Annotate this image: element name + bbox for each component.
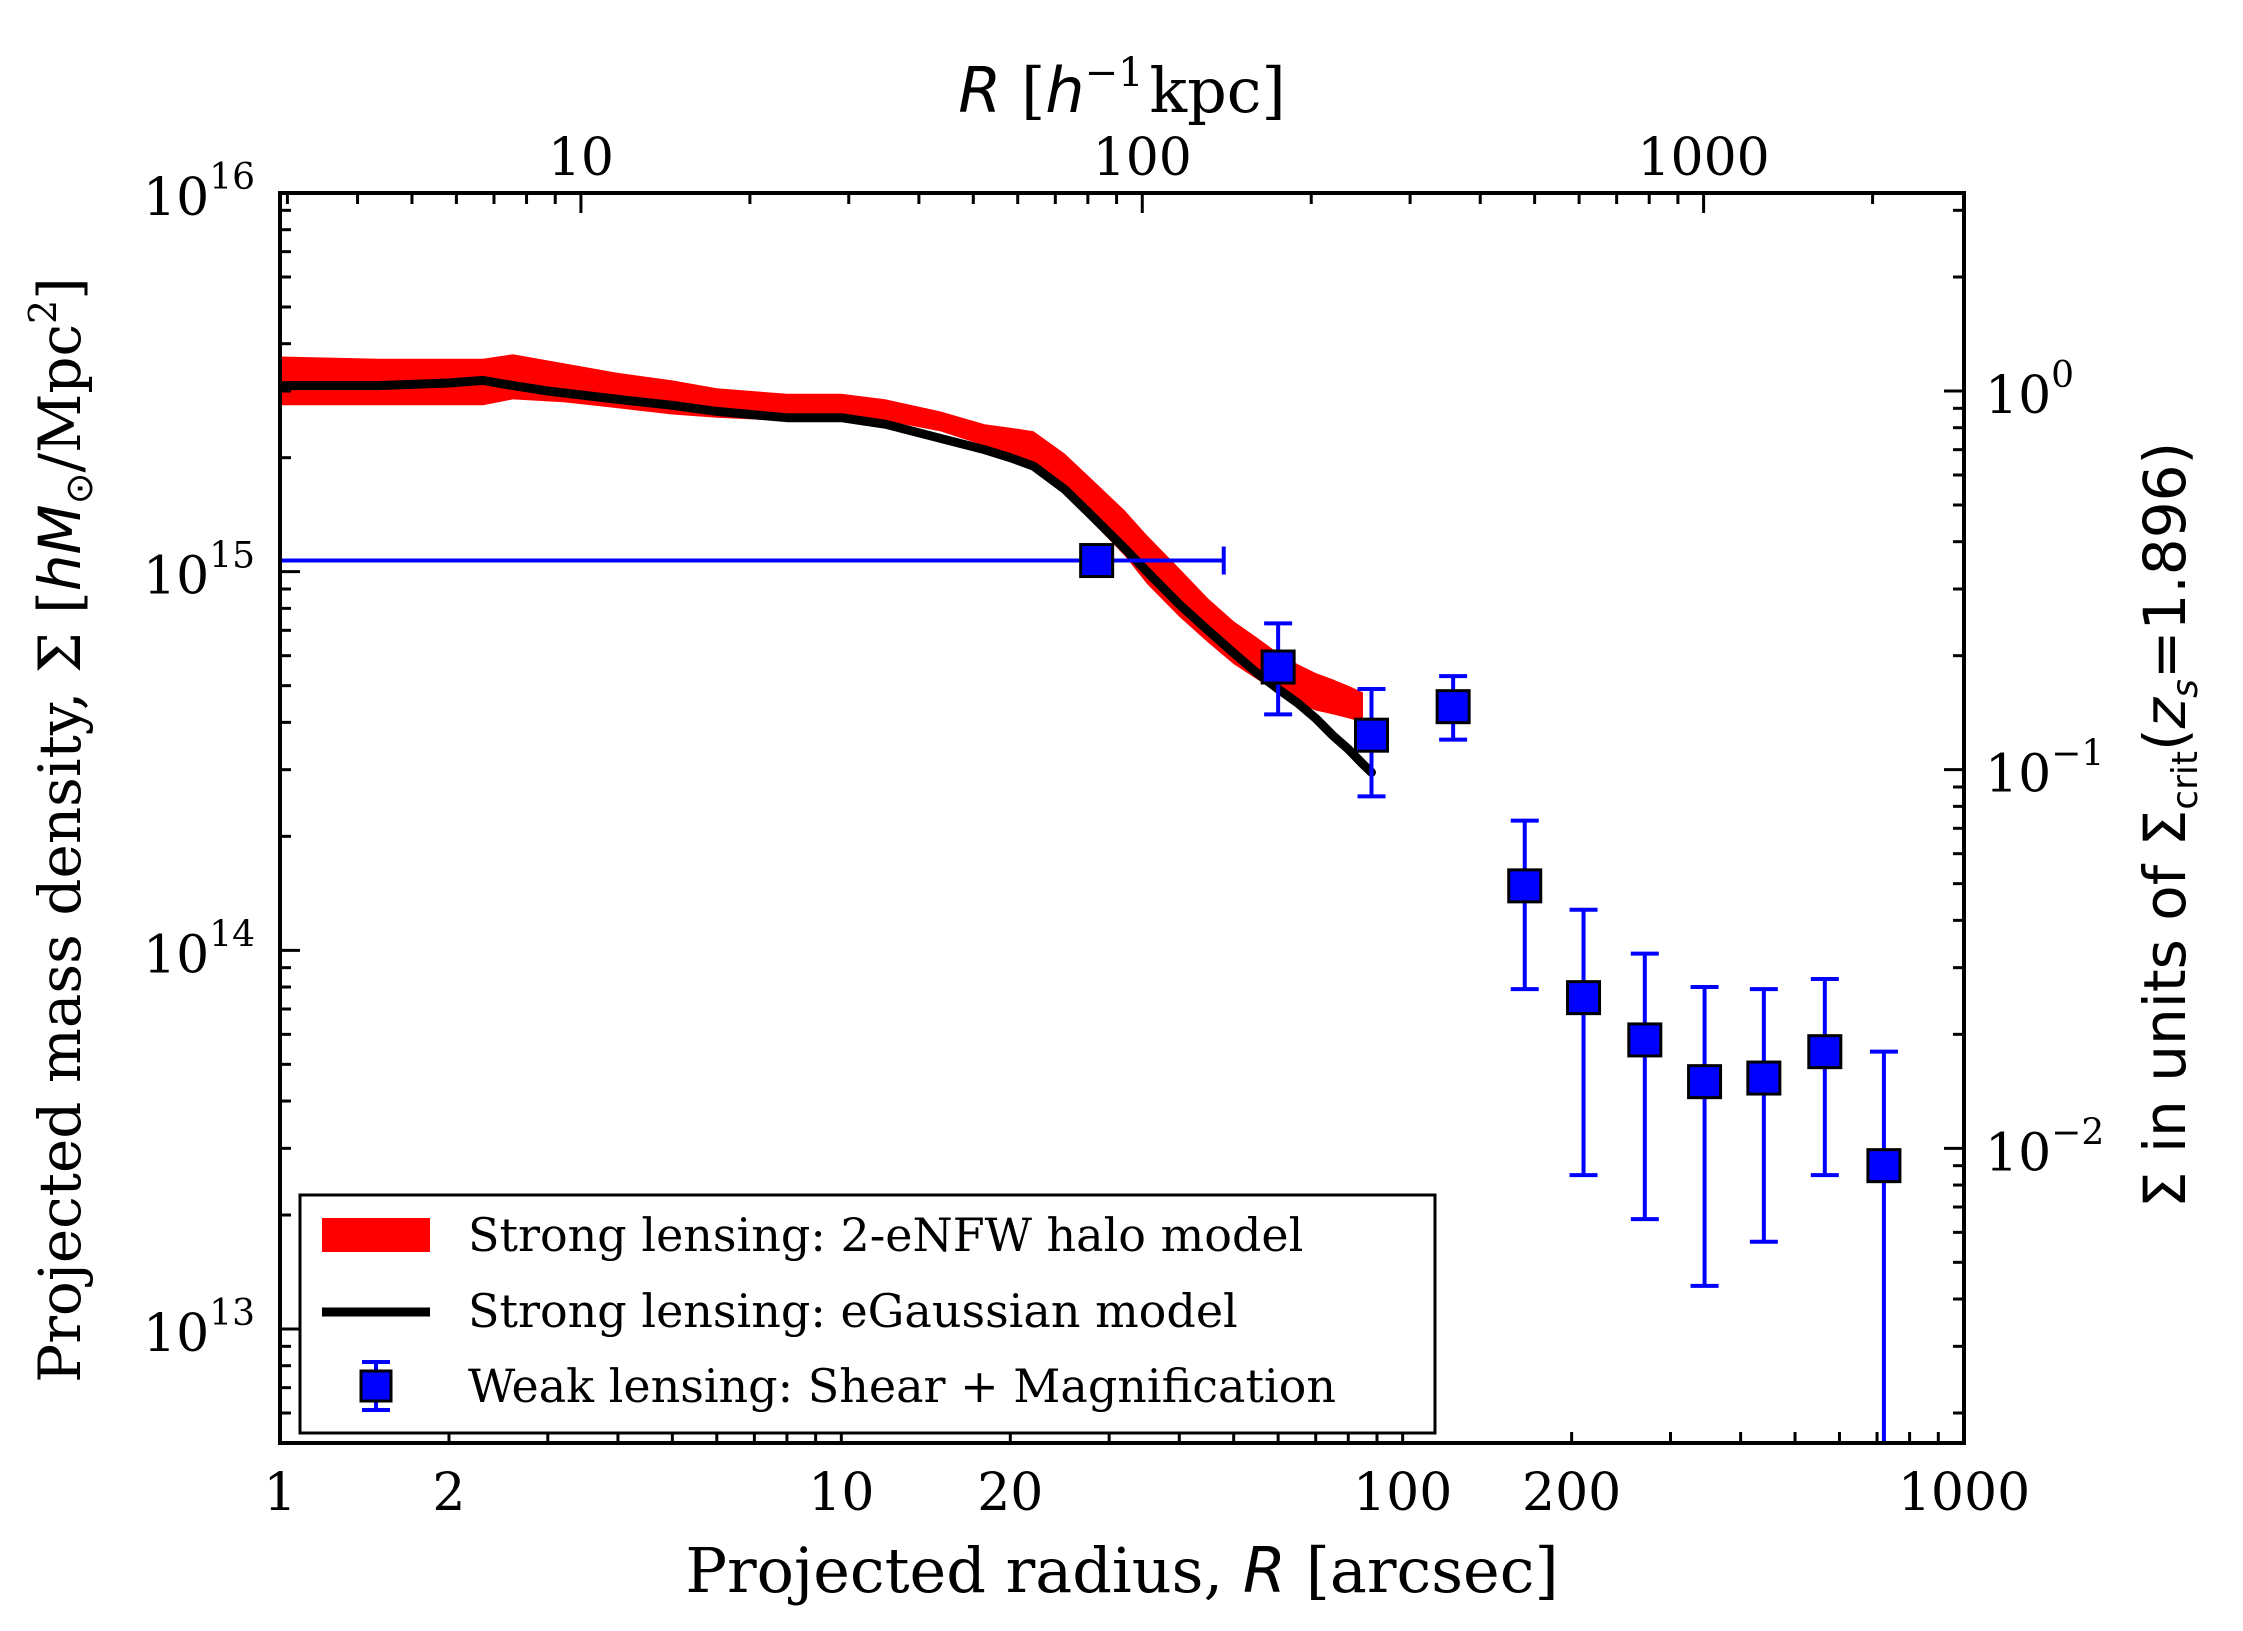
x-tick-label: 20 — [977, 1463, 1043, 1523]
weak-lensing-point — [1354, 686, 1390, 799]
point-marker — [1687, 1064, 1723, 1100]
y-tick-label: 1016 — [143, 157, 255, 228]
point-marker — [1866, 1148, 1902, 1184]
point-marker — [1807, 1034, 1843, 1070]
point-marker — [1260, 649, 1296, 685]
y-tick-label: 1013 — [143, 1293, 255, 1364]
weak-lensing-point — [1435, 674, 1471, 742]
top-tick-label: 1000 — [1637, 128, 1769, 188]
legend-label-band: Strong lensing: 2-eNFW halo model — [468, 1208, 1303, 1262]
point-marker — [1746, 1060, 1782, 1096]
legend-swatch-marker — [359, 1360, 393, 1412]
legend-label-line: Strong lensing: eGaussian model — [468, 1284, 1238, 1338]
y-axis-title: Projected mass density, Σ [hM⊙/Mpc2] — [21, 277, 101, 1383]
weak-lensing-point — [1866, 1049, 1902, 1443]
x-axis-title: Projected radius, R [arcsec] — [685, 1534, 1558, 1607]
x-tick-label: 100 — [1353, 1463, 1452, 1523]
weak-lensing-point — [1627, 951, 1663, 1222]
top-tick-label: 100 — [1093, 128, 1192, 188]
top-tick-label: 10 — [548, 128, 614, 188]
weak-lensing-point — [1260, 621, 1296, 717]
x-tick-label: 2 — [432, 1463, 465, 1523]
right-tick-label: 100 — [1985, 355, 2074, 426]
strong-lensing-line — [280, 375, 1376, 777]
weak-lensing-point — [1746, 987, 1782, 1244]
strong-lensing-band — [280, 354, 1363, 723]
point-marker — [1354, 717, 1390, 753]
legend: Strong lensing: 2-eNFW halo model Strong… — [298, 1193, 1437, 1435]
point-marker — [1566, 980, 1602, 1016]
x-tick-label: 10 — [808, 1463, 874, 1523]
legend-label-points: Weak lensing: Shear + Magnification — [468, 1359, 1336, 1413]
point-marker — [1079, 543, 1115, 579]
x-tick-label: 1000 — [1898, 1463, 2030, 1523]
plot-frame — [278, 191, 1966, 1445]
right-tick-label: 10−1 — [1985, 734, 2104, 805]
weak-lensing-point — [280, 543, 1226, 579]
right-axis-title: Σ in units of Σcrit(zs=1.896) — [2131, 442, 2206, 1208]
weak-lensing-point — [1687, 985, 1723, 1288]
point-marker — [1507, 868, 1543, 904]
y-tick-label: 1014 — [143, 914, 255, 985]
weak-lensing-point — [1807, 977, 1843, 1178]
point-marker — [1435, 689, 1471, 725]
point-marker — [1627, 1022, 1663, 1058]
legend-box — [298, 1193, 1437, 1435]
legend-swatch-band — [322, 1218, 430, 1252]
top-axis-title: R [h−1kpc] — [958, 50, 1285, 127]
weak-lensing-point — [1566, 907, 1602, 1178]
y-tick-label: 1015 — [143, 536, 255, 607]
weak-lensing-point — [1507, 818, 1543, 992]
x-tick-label: 1 — [263, 1463, 296, 1523]
x-tick-label: 200 — [1522, 1463, 1621, 1523]
right-tick-label: 10−2 — [1985, 1112, 2104, 1183]
